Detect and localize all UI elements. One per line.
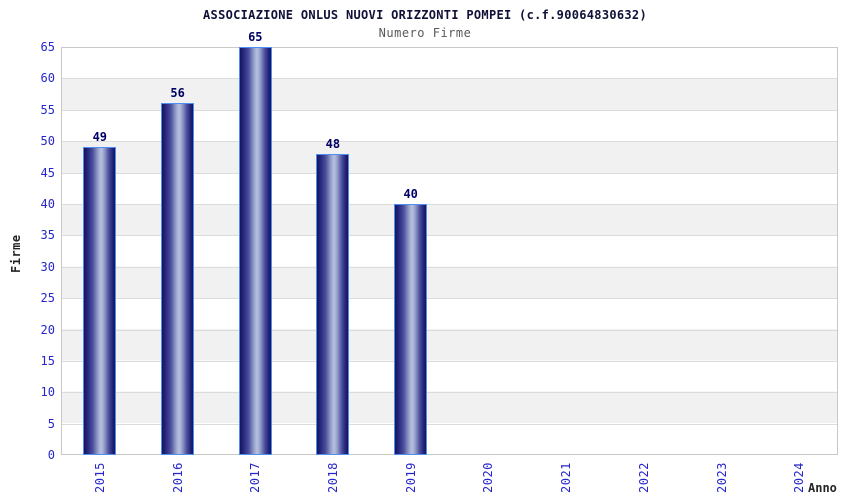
x-tick-label: 2021: [559, 462, 573, 493]
x-tick-label: 2019: [403, 462, 418, 493]
y-tick-label: 60: [40, 71, 55, 86]
gridline: [62, 235, 837, 237]
y-tick-label: 0: [47, 448, 55, 462]
x-tick-label: 2018: [325, 462, 340, 493]
gridline: [62, 203, 837, 205]
x-tick-label: 2023: [714, 462, 729, 493]
y-tick-label: 50: [40, 134, 55, 149]
chart-subtitle: Numero Firme: [378, 26, 472, 40]
gridline: [62, 78, 837, 80]
gridline: [62, 266, 837, 268]
x-tick-label: 2015: [92, 462, 107, 493]
y-tick-label: 45: [40, 165, 55, 180]
gridline: [62, 329, 837, 331]
gridline: [62, 109, 837, 111]
bar-value-label: 49: [92, 130, 108, 144]
bar: [238, 47, 272, 455]
bar: [316, 154, 350, 455]
bar-value-label: 65: [248, 30, 263, 44]
gridline: [62, 392, 837, 394]
x-tick-label: 2020: [481, 462, 496, 493]
y-tick-label: 40: [40, 196, 55, 211]
y-tick-label: 55: [40, 102, 55, 117]
bar: [161, 103, 195, 455]
bar-value-label: 48: [325, 137, 341, 151]
bar: [83, 147, 117, 455]
y-tick-label: 10: [40, 385, 55, 400]
x-tick-label: 2016: [170, 462, 185, 493]
y-tick-label: 5: [47, 416, 55, 431]
y-tick-label: 20: [40, 322, 55, 337]
y-tick-label: 25: [40, 291, 55, 306]
y-tick-label: 30: [40, 259, 55, 274]
y-tick-label: 65: [40, 40, 55, 54]
x-tick-label: 2024: [792, 462, 807, 493]
bar-value-label: 40: [403, 187, 418, 201]
x-tick-label: 2017: [248, 462, 263, 493]
gridline: [62, 298, 837, 300]
y-tick-label: 35: [40, 228, 55, 243]
gridline: [62, 172, 837, 174]
chart-title: ASSOCIAZIONE ONLUS NUOVI ORIZZONTI POMPE…: [203, 8, 647, 22]
bar-value-label: 56: [170, 86, 185, 100]
gridline: [62, 423, 837, 425]
gridline: [62, 141, 837, 143]
x-axis-title: Anno: [808, 481, 837, 495]
x-tick-label: 2022: [636, 462, 651, 493]
y-tick-label: 15: [40, 353, 55, 368]
gridline: [62, 360, 837, 362]
bar: [394, 204, 428, 455]
